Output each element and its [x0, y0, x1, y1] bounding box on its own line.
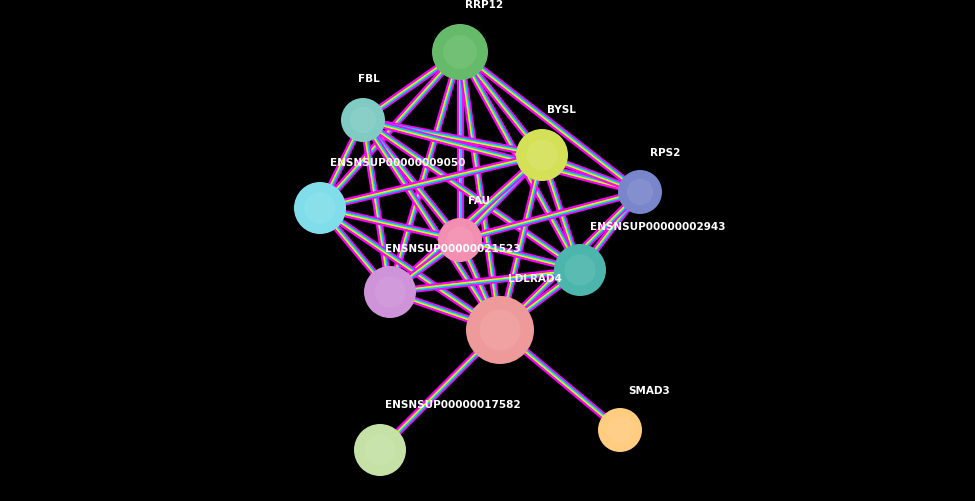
Circle shape [480, 310, 521, 350]
Circle shape [466, 296, 534, 364]
Circle shape [598, 408, 642, 452]
Circle shape [341, 98, 385, 142]
Text: RPS2: RPS2 [650, 148, 681, 158]
Circle shape [350, 107, 376, 133]
Circle shape [565, 255, 596, 286]
Circle shape [444, 35, 477, 69]
Circle shape [432, 24, 488, 80]
Circle shape [354, 424, 406, 476]
Text: ENSNSUP00000009050: ENSNSUP00000009050 [330, 158, 465, 168]
Text: ENSNSUP00000021523: ENSNSUP00000021523 [385, 244, 521, 254]
Circle shape [554, 244, 606, 296]
Circle shape [627, 179, 653, 205]
Circle shape [438, 218, 482, 262]
Circle shape [606, 417, 633, 443]
Text: FAU: FAU [468, 196, 490, 206]
Text: RRP12: RRP12 [465, 0, 503, 10]
Text: ENSNSUP00000017582: ENSNSUP00000017582 [385, 400, 521, 410]
Text: BYSL: BYSL [547, 105, 576, 115]
Circle shape [294, 182, 346, 234]
Circle shape [618, 170, 662, 214]
Circle shape [304, 192, 335, 223]
Text: SMAD3: SMAD3 [628, 386, 670, 396]
Circle shape [447, 227, 473, 253]
Circle shape [374, 277, 406, 308]
Text: ENSNSUP00000002943: ENSNSUP00000002943 [590, 222, 725, 232]
Text: FBL: FBL [358, 74, 379, 84]
Circle shape [365, 434, 396, 465]
Circle shape [364, 266, 416, 318]
Text: LDLRAD4: LDLRAD4 [508, 274, 562, 284]
Circle shape [516, 129, 568, 181]
Circle shape [526, 139, 558, 171]
